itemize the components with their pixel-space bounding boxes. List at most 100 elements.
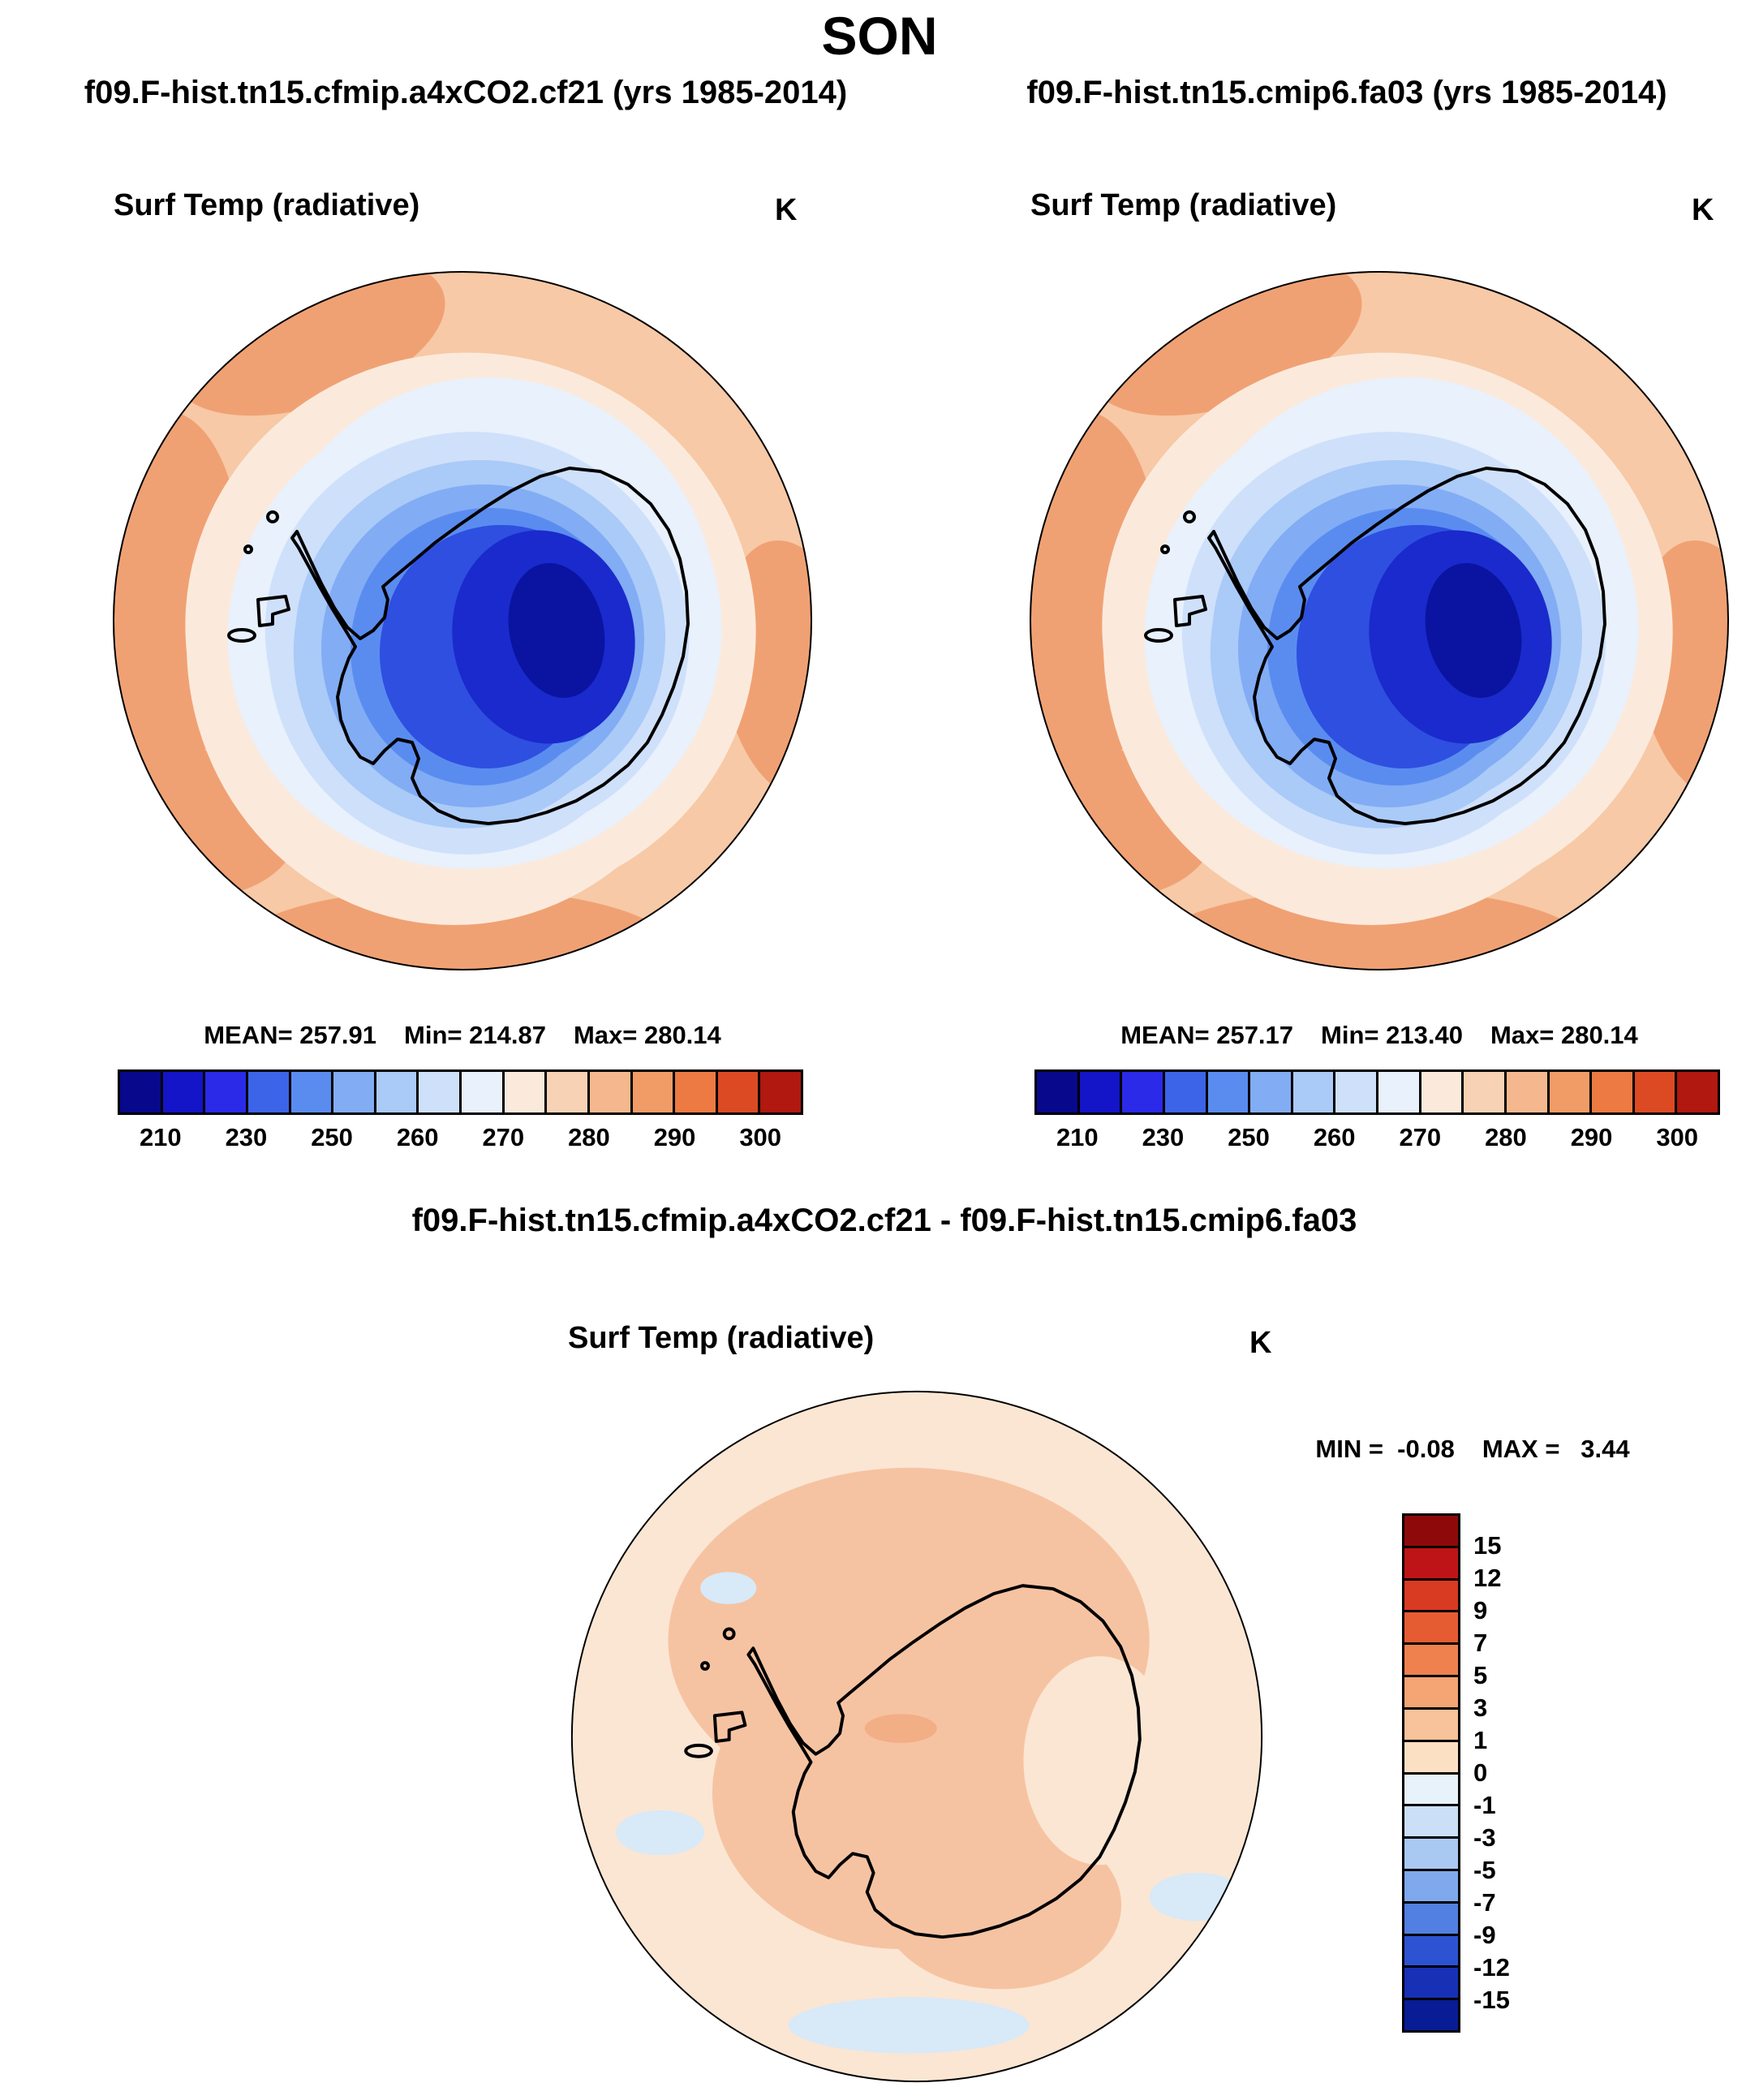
colorbar-cell: [1250, 1072, 1293, 1112]
colorbar-cell: [1292, 1072, 1336, 1112]
map-boundary-circle: [113, 271, 812, 970]
colorbar-cell: [1122, 1072, 1165, 1112]
colorbar-cell: [290, 1072, 334, 1112]
colorbar-cell: [1164, 1072, 1208, 1112]
left-temp-colorbar: 210 230 250 260 270 280 290 300: [118, 1069, 803, 1151]
colorbar-cell: [1549, 1072, 1593, 1112]
right-panel-title: f09.F-hist.tn15.cmip6.fa03 (yrs 1985-201…: [1026, 75, 1667, 110]
colorbar-cell: [632, 1072, 676, 1112]
colorbar-cell: [1404, 1709, 1458, 1742]
colorbar-cell: [1404, 1645, 1458, 1678]
right-temp-colorbar: 210 230 250 260 270 280 290 300: [1034, 1069, 1720, 1151]
colorbar-tick-label: 7: [1473, 1629, 1488, 1657]
colorbar-cell: [1079, 1072, 1123, 1112]
left-field-label: Surf Temp (radiative): [114, 188, 420, 222]
right-stats-line: MEAN= 257.17 Min= 213.40 Max= 280.14: [1120, 1021, 1638, 1050]
colorbar-cell: [1634, 1072, 1678, 1112]
colorbar-tick-label: 12: [1473, 1564, 1502, 1592]
colorbar-tick-label: 290: [653, 1123, 696, 1151]
diff-minmax-line: MIN = -0.08 MAX = 3.44: [1315, 1435, 1629, 1464]
colorbar-cell: [1404, 1839, 1458, 1871]
colorbar-cell: [419, 1072, 462, 1112]
colorbar-tick-label: 9: [1473, 1596, 1488, 1624]
colorbar-cell: [1378, 1072, 1421, 1112]
colorbar-cell: [547, 1072, 590, 1112]
colorbar-tick-label: 3: [1473, 1693, 1488, 1722]
colorbar-tick-label: 15: [1473, 1531, 1502, 1560]
colorbar-cell: [1404, 1903, 1458, 1936]
colorbar-cell: [1404, 1677, 1458, 1710]
colorbar-tick-label: 260: [396, 1123, 439, 1151]
colorbar-cell: [1404, 1968, 1458, 2001]
colorbar-cells: [118, 1069, 803, 1115]
colorbar-cell: [675, 1072, 718, 1112]
left-stats-mean: MEAN= 257.91: [204, 1021, 377, 1049]
colorbar-tick-label: 250: [1228, 1123, 1270, 1151]
colorbar-cell: [1404, 1774, 1458, 1807]
page-title: SON: [821, 6, 938, 66]
left-panel-title: f09.F-hist.tn15.cfmip.a4xCO2.cf21 (yrs 1…: [84, 75, 848, 110]
right-stats-max: Max= 280.14: [1490, 1021, 1638, 1049]
diff-colorbar: 15 12 9 7 5 3 1 0 -1 -3 -5 -7 -9 -12 -15: [1402, 1513, 1510, 2033]
colorbar-cell: [1404, 1935, 1458, 1969]
colorbar-ticks: 15 12 9 7 5 3 1 0 -1 -3 -5 -7 -9 -12 -15: [1473, 1513, 1546, 2033]
colorbar-cell: [1335, 1072, 1378, 1112]
colorbar-cell: [1404, 1612, 1458, 1646]
colorbar-tick-label: 290: [1570, 1123, 1613, 1151]
diff-panel-title: f09.F-hist.tn15.cfmip.a4xCO2.cf21 - f09.…: [411, 1203, 1357, 1238]
right-units-label: K: [1692, 193, 1714, 227]
colorbar-ticks: 210 230 250 260 270 280 290 300: [118, 1123, 803, 1155]
colorbar-tick-label: 210: [1056, 1123, 1099, 1151]
colorbar-cell: [589, 1072, 633, 1112]
left-stats-min: Min= 214.87: [404, 1021, 546, 1049]
colorbar-cell: [717, 1072, 761, 1112]
colorbar-cell: [1207, 1072, 1251, 1112]
colorbar-ticks: 210 230 250 260 270 280 290 300: [1034, 1123, 1720, 1155]
colorbar-cell: [1404, 1547, 1458, 1581]
diff-map: [570, 1390, 1263, 2083]
left-stats-max: Max= 280.14: [573, 1021, 721, 1049]
colorbar-cell: [1404, 1580, 1458, 1613]
colorbar-cell: [1404, 1806, 1458, 1840]
left-stats-line: MEAN= 257.91 Min= 214.87 Max= 280.14: [204, 1021, 721, 1050]
diff-stats-min: MIN = -0.08: [1315, 1435, 1455, 1463]
colorbar-cell: [1592, 1072, 1635, 1112]
colorbar-cell: [162, 1072, 206, 1112]
colorbar-cell: [1404, 1870, 1458, 1904]
right-stats-min: Min= 213.40: [1321, 1021, 1463, 1049]
colorbar-cell: [1506, 1072, 1550, 1112]
left-units-label: K: [775, 193, 798, 227]
colorbar-cell: [205, 1072, 248, 1112]
colorbar-tick-label: 5: [1473, 1661, 1488, 1689]
colorbar-cell: [462, 1072, 505, 1112]
colorbar-tick-label: -9: [1473, 1921, 1496, 1949]
colorbar-cell: [1037, 1072, 1080, 1112]
right-field-label: Surf Temp (radiative): [1030, 188, 1337, 222]
colorbar-cells: [1034, 1069, 1720, 1115]
colorbar-tick-label: -15: [1473, 1986, 1510, 2014]
temp-map-left: [113, 271, 812, 970]
right-stats-mean: MEAN= 257.17: [1120, 1021, 1294, 1049]
colorbar-cell: [1404, 1516, 1458, 1548]
colorbar-tick-label: 300: [1656, 1123, 1699, 1151]
colorbar-tick-label: 280: [568, 1123, 610, 1151]
diff-stats-max: MAX = 3.44: [1482, 1435, 1630, 1463]
colorbar-tick-label: 1: [1473, 1726, 1488, 1754]
colorbar-cell: [1464, 1072, 1507, 1112]
colorbar-cell: [1404, 2000, 1458, 2030]
map-boundary-circle: [570, 1390, 1263, 2083]
colorbar-tick-label: 270: [482, 1123, 525, 1151]
colorbar-tick-label: 260: [1313, 1123, 1356, 1151]
diff-units-label: K: [1249, 1326, 1272, 1360]
colorbar-cell: [376, 1072, 419, 1112]
map-boundary-circle: [1030, 271, 1729, 970]
colorbar-tick-label: -3: [1473, 1823, 1496, 1852]
colorbar-cell: [1404, 1741, 1458, 1775]
colorbar-tick-label: 250: [311, 1123, 353, 1151]
colorbar-tick-label: -1: [1473, 1791, 1496, 1819]
colorbar-cell: [333, 1072, 376, 1112]
colorbar-tick-label: 270: [1399, 1123, 1442, 1151]
colorbar-cell: [1421, 1072, 1464, 1112]
diff-field-label: Surf Temp (radiative): [568, 1321, 875, 1355]
